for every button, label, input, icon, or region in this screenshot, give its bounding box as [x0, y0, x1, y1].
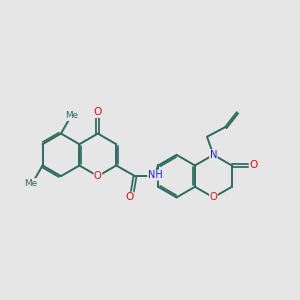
Text: NH: NH — [148, 170, 163, 180]
Text: O: O — [249, 160, 258, 170]
Text: Me: Me — [65, 111, 79, 120]
Text: O: O — [126, 192, 134, 202]
Text: N: N — [210, 150, 217, 160]
Text: O: O — [94, 171, 102, 181]
Text: O: O — [209, 192, 217, 203]
Text: Me: Me — [24, 178, 37, 188]
Text: O: O — [94, 107, 102, 117]
